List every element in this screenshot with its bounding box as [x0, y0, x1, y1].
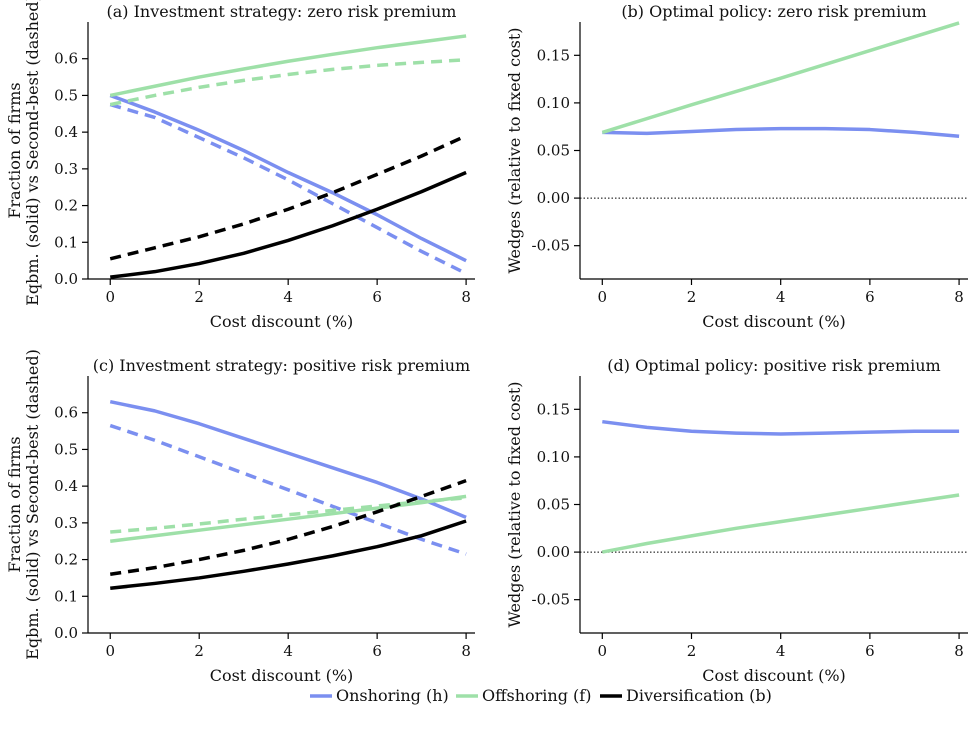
y-tick-label: 0.10	[537, 94, 570, 112]
x-tick-label: 2	[194, 288, 204, 306]
series-line-offshoring-f-solid	[110, 494, 467, 543]
series-line-diversification-b-solid	[110, 519, 467, 590]
series-line-offshoring-f-solid	[109, 34, 467, 98]
x-tick-label: 0	[598, 642, 608, 660]
panel-title: (b) Optimal policy: zero risk premium	[621, 2, 926, 21]
y-axis-label: Wedges (relative to fixed cost)	[505, 27, 524, 273]
x-tick-label: 2	[687, 642, 697, 660]
x-tick-label: 0	[105, 642, 115, 660]
series-line-onshoring-h-solid	[602, 419, 960, 436]
panel-d: 0 2 4 6 8 -0.05 0.00 0.05 0.10 0.15 (d) Optimal po…	[505, 356, 968, 685]
y-tick-label: 0.00	[537, 543, 570, 561]
x-axis-label: Cost discount (%)	[210, 312, 354, 331]
x-tick-label: 8	[954, 288, 964, 306]
y-tick-label: 0.5	[54, 440, 78, 458]
panel-a: 0 2 4 6 8 0.0 0.1 0.2 0.3 0.4 0.5 0.6 (a) Investment…	[5, 0, 475, 331]
x-tick-label: 2	[687, 288, 697, 306]
y-tick-label: 0.2	[54, 197, 78, 215]
series-line-offshoring-f-solid	[601, 21, 960, 135]
y-axis-label: Wedges (relative to fixed cost)	[505, 381, 524, 627]
series-line-offshoring-f-dashed	[110, 496, 467, 534]
x-tick-label: 6	[372, 288, 382, 306]
y-tick-label: -0.05	[532, 591, 570, 609]
y-axis-label: Fraction of firms	[5, 82, 24, 218]
y-tick-label: 0.15	[537, 400, 570, 418]
y-tick-label: -0.05	[532, 237, 570, 255]
y-tick-label: 0.6	[54, 404, 78, 422]
y-tick-label: 0.2	[54, 551, 78, 569]
y-tick-label: 0.0	[54, 270, 78, 288]
y-tick-label: 0.6	[54, 50, 78, 68]
series-line-diversification-b-solid	[110, 170, 467, 279]
x-tick-label: 4	[776, 288, 786, 306]
y-axis-label: Eqbm. (solid) vs Second-best (dashed)	[23, 0, 42, 306]
x-tick-label: 0	[598, 288, 608, 306]
x-axis-label: Cost discount (%)	[210, 666, 354, 685]
y-tick-label: 0.05	[537, 142, 570, 160]
x-axis-label: Cost discount (%)	[702, 666, 846, 685]
y-axis-label: Eqbm. (solid) vs Second-best (dashed)	[23, 349, 42, 660]
y-tick-label: 0.1	[54, 587, 78, 605]
y-tick-label: 0.10	[537, 448, 570, 466]
series-line-onshoring-h-solid	[109, 399, 467, 519]
y-tick-label: 0.05	[537, 496, 570, 514]
y-tick-label: 0.0	[54, 624, 78, 642]
y-tick-label: 0.4	[54, 477, 78, 495]
series-line-onshoring-h-dashed	[109, 102, 467, 276]
series-line-onshoring-h-solid	[109, 93, 467, 263]
panel-c: 0 2 4 6 8 0.0 0.1 0.2 0.3 0.4 0.5 0.6 (c) Investment…	[5, 349, 475, 685]
legend-label-offshoring-f: Offshoring (f)	[482, 686, 591, 705]
x-tick-label: 6	[865, 642, 875, 660]
x-tick-label: 6	[372, 642, 382, 660]
y-tick-label: 0.5	[54, 86, 78, 104]
y-tick-label: 0.3	[54, 160, 78, 178]
x-tick-label: 4	[283, 642, 293, 660]
legend-label-diversification-b: Diversification (b)	[626, 686, 772, 705]
x-tick-label: 8	[461, 288, 471, 306]
series-line-diversification-b-dashed	[109, 478, 467, 576]
x-axis-label: Cost discount (%)	[702, 312, 846, 331]
series-line-onshoring-h-dashed	[109, 423, 467, 556]
y-axis-label: Fraction of firms	[5, 436, 24, 572]
x-tick-label: 6	[865, 288, 875, 306]
y-tick-label: 0.3	[54, 514, 78, 532]
x-tick-label: 4	[283, 288, 293, 306]
series-line-diversification-b-dashed	[109, 134, 467, 261]
x-tick-label: 8	[954, 642, 964, 660]
x-tick-label: 4	[776, 642, 786, 660]
x-tick-label: 0	[105, 288, 115, 306]
panel-b: 0 2 4 6 8 -0.05 0.00 0.05 0.10 0.15 (b) Optimal po…	[505, 2, 968, 331]
y-tick-label: 0.1	[54, 233, 78, 251]
panel-title: (a) Investment strategy: zero risk premi…	[107, 2, 457, 21]
x-tick-label: 2	[194, 642, 204, 660]
series-line-onshoring-h-solid	[602, 126, 960, 138]
series-line-offshoring-f-solid	[601, 493, 960, 554]
series-line-offshoring-f-dashed	[109, 58, 467, 107]
y-tick-label: 0.4	[54, 123, 78, 141]
y-tick-label: 0.00	[537, 189, 570, 207]
panel-title: (c) Investment strategy: positive risk p…	[93, 356, 470, 375]
x-tick-label: 8	[461, 642, 471, 660]
legend: Onshoring (h) Offshoring (f) Diversificati…	[310, 686, 772, 705]
legend-label-onshoring-h: Onshoring (h)	[336, 686, 449, 705]
panel-title: (d) Optimal policy: positive risk premiu…	[607, 356, 940, 375]
y-tick-label: 0.15	[537, 46, 570, 64]
